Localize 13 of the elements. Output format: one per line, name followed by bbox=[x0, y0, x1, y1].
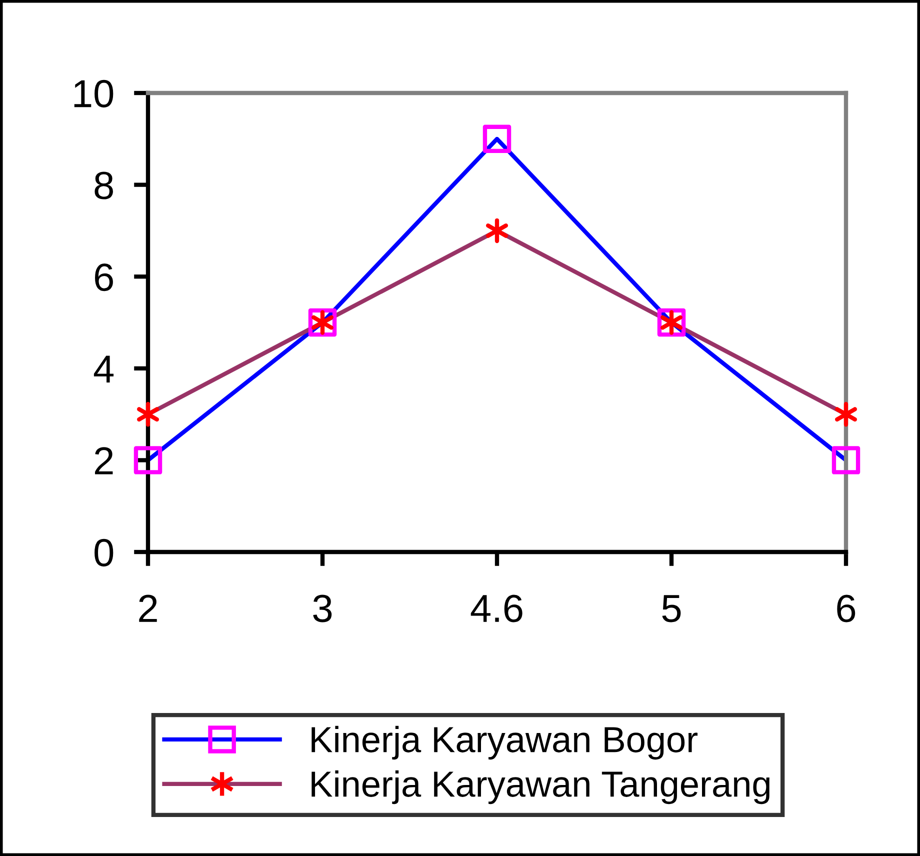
legend-label: Kinerja Karyawan Bogor bbox=[312, 726, 698, 760]
y-tick-label: 2 bbox=[94, 447, 113, 474]
x-tick-label: 5 bbox=[662, 595, 681, 622]
y-tick-label: 8 bbox=[94, 172, 113, 200]
x-tick-label: 4.6 bbox=[470, 594, 522, 622]
y-tick-label: 4 bbox=[94, 356, 114, 382]
y-tick-label: 6 bbox=[95, 264, 113, 292]
x-tick-label: 3 bbox=[313, 594, 332, 622]
y-tick-label: 10 bbox=[74, 80, 114, 108]
legend-label: Kinerja Karyawan Tangerang bbox=[312, 770, 770, 804]
x-tick-label: 2 bbox=[139, 594, 157, 622]
x-tick-label: 6 bbox=[837, 594, 856, 622]
y-tick-label: 0 bbox=[94, 538, 114, 566]
